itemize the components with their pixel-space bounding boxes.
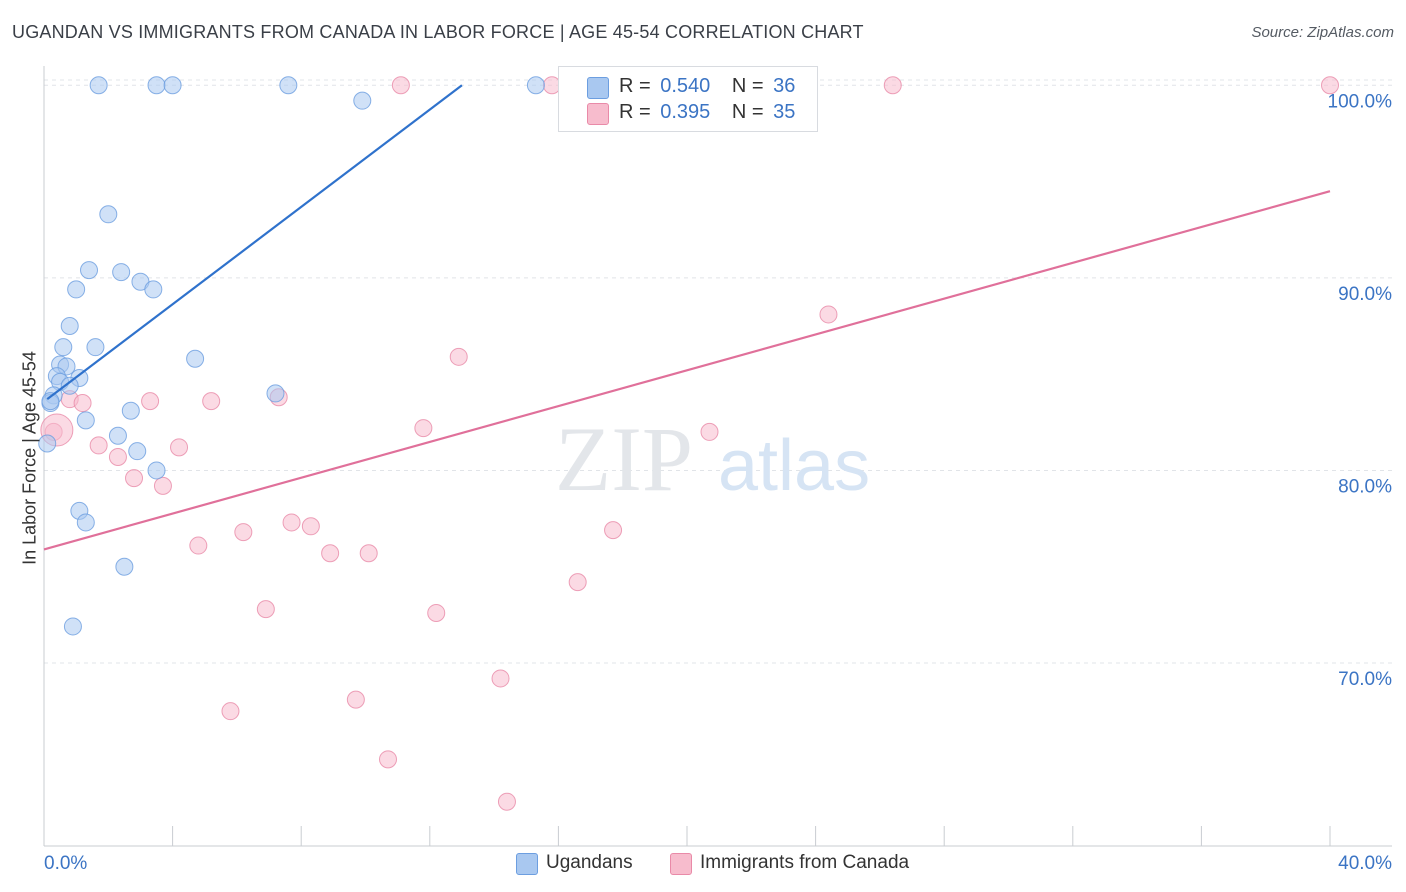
r-value: 0.395: [660, 101, 711, 123]
immigrants-from-canada-point: [189, 536, 208, 555]
ugandans-point: [353, 91, 372, 110]
r-value: 0.540: [660, 75, 711, 97]
bottom-legend-swatch-immigrants-from-canada: [670, 853, 692, 875]
trend-line-ugandans: [46, 84, 463, 401]
immigrants-from-canada-point: [202, 392, 221, 411]
x-tick-label-min: 0.0%: [44, 853, 87, 874]
y-tick-labels: 70.0% 80.0% 90.0% 100.0%: [1328, 91, 1393, 690]
ugandans-point: [163, 76, 182, 95]
gridlines: [44, 79, 1392, 664]
trend-line-immigrants-from-canada: [43, 190, 1331, 551]
immigrants-from-canada-point: [391, 76, 410, 95]
n-label: N =: [731, 101, 764, 123]
immigrants-from-canada-point: [491, 669, 510, 688]
ugandans-point: [112, 263, 131, 282]
y-axis-title: In Labor Force | Age 45-54: [19, 351, 40, 565]
ugandans-point: [60, 317, 79, 335]
ugandans-point: [76, 411, 95, 430]
ugandans-point: [526, 76, 545, 95]
ugandans-point: [89, 76, 108, 95]
immigrants-from-canada-point: [221, 702, 240, 721]
n-label: N =: [731, 75, 764, 97]
ugandans-point: [76, 513, 95, 532]
legend-label: R = 0.395 N = 35: [619, 101, 795, 124]
ugandans-point: [147, 461, 166, 480]
immigrants-from-canada-point: [883, 76, 902, 95]
immigrants-from-canada-point: [497, 792, 516, 811]
ugandans-point: [144, 280, 163, 299]
y-tick-label: 80.0%: [1338, 476, 1392, 497]
immigrants-from-canada-point: [234, 523, 253, 542]
immigrants-from-canada-point: [379, 750, 398, 769]
immigrants-from-canada-point: [73, 394, 92, 413]
y-tick-label: 70.0%: [1338, 669, 1392, 690]
ugandans-point: [186, 349, 205, 368]
ugandans-point: [86, 338, 105, 357]
immigrants-from-canada-point: [700, 422, 719, 441]
n-value: 35: [773, 101, 796, 123]
axes: [43, 66, 1392, 847]
bottom-legend-swatch-ugandans: [516, 853, 538, 875]
watermark: ZIP atlas: [555, 408, 870, 510]
immigrants-from-canada-point: [256, 600, 275, 619]
ugandans-point: [38, 434, 57, 453]
immigrants-from-canada-point: [414, 419, 433, 438]
bottom-legend-label: Ugandans: [546, 852, 633, 873]
x-tick-label-max: 40.0%: [1338, 853, 1392, 874]
ugandans-point: [67, 280, 86, 299]
immigrants-from-canada-point: [89, 436, 108, 455]
watermark-atlas: atlas: [718, 426, 870, 506]
n-value: 36: [773, 75, 796, 97]
ugandans-point: [54, 338, 73, 357]
immigrants-from-canada-point: [125, 469, 144, 488]
immigrants-from-canada-point: [170, 438, 189, 457]
x-tick-labels: 0.0% 40.0%: [44, 853, 1392, 874]
immigrants-from-canada-point: [604, 521, 623, 540]
immigrants-from-canada-point: [153, 476, 172, 495]
y-tick-label: 100.0%: [1328, 91, 1393, 112]
legend-label: R = 0.540 N = 36: [619, 75, 795, 98]
ugandans-point: [41, 392, 60, 411]
ugandans-point: [147, 76, 166, 95]
immigrants-from-canada-point: [282, 513, 301, 532]
immigrants-from-canada-point: [819, 305, 838, 324]
immigrants-from-canada-point: [301, 517, 320, 536]
ugandans-point: [279, 76, 298, 95]
ugandans-point: [80, 261, 99, 280]
immigrants-from-canada-point: [346, 690, 365, 709]
ugandans-point: [115, 557, 134, 576]
y-tick-label: 90.0%: [1338, 284, 1392, 305]
watermark-zip: ZIP: [555, 408, 693, 510]
trend-lines: [43, 84, 1331, 551]
immigrants-from-canada-point: [141, 392, 160, 411]
legend-swatch-ugandans: [587, 77, 609, 99]
immigrants-from-canada-point: [108, 447, 127, 466]
ugandans-point: [99, 205, 118, 224]
ugandans-point: [266, 384, 285, 403]
immigrants-from-canada-point: [321, 544, 340, 563]
immigrants-from-canada-point: [1321, 76, 1339, 95]
ugandans-point: [63, 617, 82, 636]
immigrants-from-canada-point: [427, 603, 446, 622]
series-immigrants-from-canada: [40, 76, 1339, 811]
correlation-legend: R = 0.540 N = 36 R = 0.395 N = 35: [558, 66, 818, 132]
immigrants-from-canada-point: [359, 544, 378, 563]
ugandans-point: [108, 426, 127, 445]
source-credit: Source: ZipAtlas.com: [1251, 24, 1394, 41]
ugandans-point: [121, 401, 140, 420]
chart-title: UGANDAN VS IMMIGRANTS FROM CANADA IN LAB…: [12, 22, 864, 42]
series-ugandans: [38, 76, 545, 636]
ugandans-point: [128, 442, 147, 461]
bottom-legend-label: Immigrants from Canada: [700, 852, 910, 873]
immigrants-from-canada-point: [449, 347, 468, 366]
r-label: R =: [619, 75, 651, 97]
legend-swatch-immigrants-from-canada: [587, 103, 609, 125]
ugandans-point: [60, 376, 79, 395]
r-label: R =: [619, 101, 651, 123]
immigrants-from-canada-point: [568, 573, 587, 592]
